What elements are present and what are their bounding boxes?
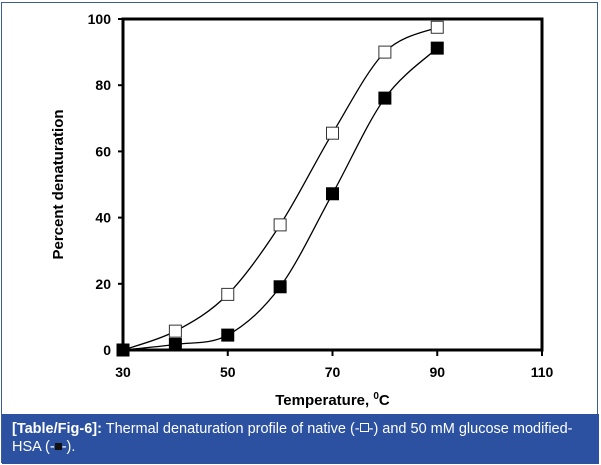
figure-caption: [Table/Fig-6]: Thermal denaturation prof… bbox=[2, 414, 599, 464]
open-square-icon bbox=[359, 423, 369, 432]
caption-text-3: -). bbox=[61, 439, 76, 455]
y-tick-label: 80 bbox=[95, 77, 111, 93]
chart: 0 20 40 60 80 100 30 50 70 90 110 Percent denaturat… bbox=[50, 11, 554, 409]
data-point-modified bbox=[116, 343, 130, 357]
data-point-modified bbox=[430, 41, 444, 55]
y-tick-label: 20 bbox=[95, 276, 111, 292]
x-tick-label: 90 bbox=[429, 364, 445, 380]
data-point-modified bbox=[326, 187, 339, 201]
data-point-native bbox=[168, 324, 182, 338]
filled-square-icon bbox=[54, 443, 62, 450]
x-tick-label: 30 bbox=[115, 364, 131, 380]
y-tick-label: 0 bbox=[103, 342, 111, 358]
data-point-native bbox=[378, 45, 392, 59]
data-point-modified bbox=[378, 91, 392, 105]
y-tick-label: 60 bbox=[95, 143, 111, 159]
x-tick-label: 70 bbox=[325, 364, 341, 380]
caption-text-2: -) and 50 mM glucose modified-HSA (- bbox=[12, 421, 573, 455]
data-point-modified bbox=[221, 328, 235, 342]
caption-label: [Table/Fig-6]: bbox=[12, 421, 102, 437]
data-point-native bbox=[430, 20, 444, 34]
y-tick-label: 100 bbox=[88, 11, 112, 27]
data-point-native bbox=[326, 126, 339, 140]
x-tick-label: 110 bbox=[531, 364, 554, 380]
plot-area bbox=[121, 17, 544, 352]
series-line-1 bbox=[122, 26, 438, 351]
y-tick-label: 40 bbox=[95, 210, 111, 226]
caption-text-1: Thermal denaturation profile of native (… bbox=[101, 421, 360, 437]
data-point-modified bbox=[168, 337, 182, 351]
data-point-modified bbox=[273, 280, 287, 294]
y-axis-label: Percent denaturation bbox=[50, 109, 67, 259]
x-tick-label: 50 bbox=[220, 364, 236, 380]
data-point-native bbox=[273, 218, 287, 232]
data-point-native bbox=[221, 287, 235, 301]
x-axis-label: Temperature, 0C bbox=[275, 391, 390, 409]
